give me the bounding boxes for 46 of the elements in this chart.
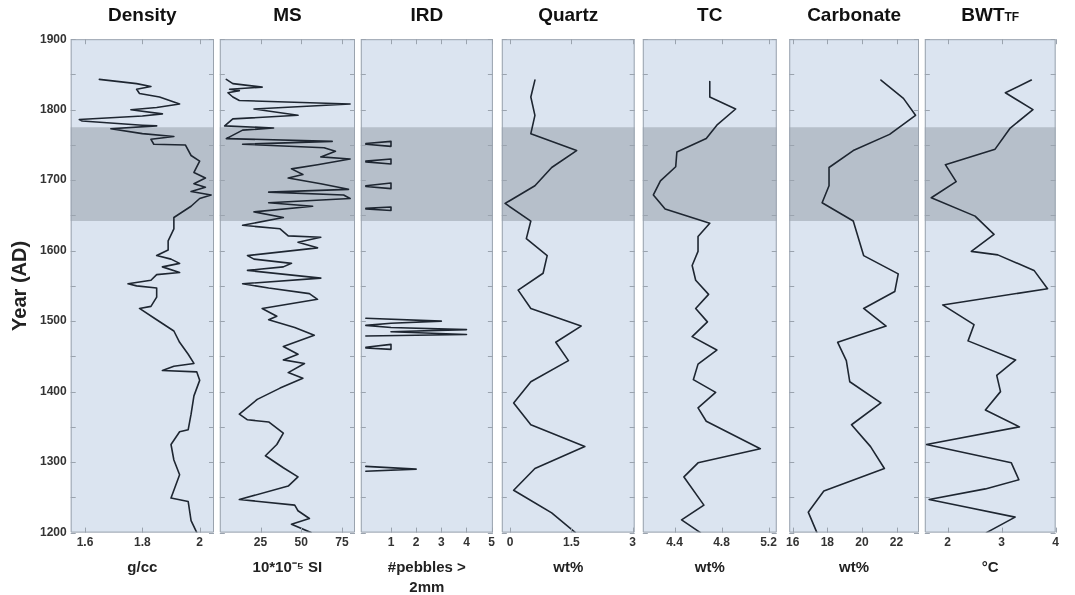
x-tick-label: 20 bbox=[855, 535, 869, 550]
y-tick-label: 1700 bbox=[39, 172, 68, 187]
x-axis-title: 10*10⁻⁵ SI bbox=[252, 557, 323, 577]
x-tick-label: 16 bbox=[786, 535, 800, 550]
y-tick-label: 1300 bbox=[39, 454, 68, 469]
x-tick-label: 1.5 bbox=[562, 535, 580, 550]
chart-title: IRD bbox=[409, 3, 445, 27]
x-tick-label: 4.8 bbox=[713, 535, 731, 550]
x-tick-label: 3 bbox=[998, 535, 1006, 550]
x-tick-label: 2 bbox=[412, 535, 420, 550]
x-tick-label: 1 bbox=[387, 535, 395, 550]
x-tick-label: 5.2 bbox=[760, 535, 778, 550]
x-axis-title: °C bbox=[981, 557, 999, 577]
x-tick-label: 4 bbox=[1052, 535, 1060, 550]
x-axis-title: #pebbles > 2mm bbox=[386, 557, 467, 595]
x-tick-label: 50 bbox=[294, 535, 309, 550]
x-tick-label: 1.6 bbox=[76, 535, 94, 550]
y-tick-label: 1800 bbox=[39, 102, 68, 116]
x-tick-label: 2 bbox=[944, 535, 952, 550]
x-tick-label: 4 bbox=[463, 535, 471, 550]
x-tick-label: 75 bbox=[335, 535, 349, 550]
x-tick-label: 2 bbox=[196, 535, 204, 550]
chart-title: Quartz bbox=[537, 3, 600, 27]
y-tick-label: 1500 bbox=[39, 313, 68, 328]
y-tick-label: 1400 bbox=[39, 383, 68, 398]
x-tick-label: 22 bbox=[889, 535, 904, 550]
chart-title: MS bbox=[272, 3, 303, 27]
x-tick-label: 5 bbox=[488, 535, 496, 550]
y-tick-label: 1600 bbox=[39, 242, 68, 257]
x-tick-label: 25 bbox=[253, 535, 268, 550]
x-tick-label: 3 bbox=[629, 535, 637, 550]
x-tick-label: 0 bbox=[506, 535, 514, 550]
chart-title: TC bbox=[696, 3, 724, 27]
x-axis-title: wt% bbox=[839, 557, 870, 577]
y-tick-label: 1900 bbox=[39, 31, 68, 46]
chart-title: Carbonate bbox=[806, 3, 903, 27]
y-tick-label: 1200 bbox=[39, 524, 68, 539]
x-tick-label: 3 bbox=[437, 535, 445, 550]
x-tick-label: 18 bbox=[820, 535, 835, 550]
x-axis-title: wt% bbox=[553, 557, 584, 577]
x-tick-label: 1.8 bbox=[134, 535, 152, 550]
x-axis-title: g/cc bbox=[127, 557, 158, 577]
x-axis-title: wt% bbox=[694, 557, 725, 577]
y-axis-title: Year (AD) bbox=[7, 240, 30, 331]
x-tick-label: 4.4 bbox=[666, 535, 684, 550]
chart-title: Density bbox=[107, 3, 178, 27]
